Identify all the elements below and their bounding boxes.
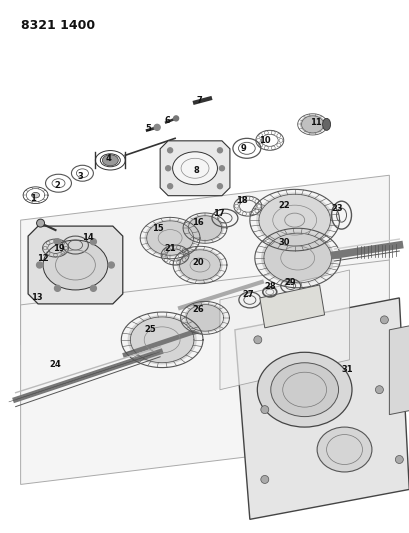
Text: 15: 15 xyxy=(152,224,164,232)
Circle shape xyxy=(219,166,224,171)
Circle shape xyxy=(90,285,96,292)
Polygon shape xyxy=(145,220,195,256)
Text: 16: 16 xyxy=(192,217,203,227)
Circle shape xyxy=(54,285,61,292)
Polygon shape xyxy=(234,298,408,519)
Text: 31: 31 xyxy=(341,365,353,374)
Text: 10: 10 xyxy=(258,136,270,145)
Text: 29: 29 xyxy=(283,278,295,287)
Text: 30: 30 xyxy=(278,238,290,247)
Circle shape xyxy=(165,166,170,171)
Ellipse shape xyxy=(270,363,338,417)
Polygon shape xyxy=(219,270,348,390)
Ellipse shape xyxy=(172,152,217,185)
Circle shape xyxy=(394,456,402,464)
Circle shape xyxy=(173,116,178,121)
Circle shape xyxy=(108,262,114,268)
Polygon shape xyxy=(261,232,333,284)
Text: 24: 24 xyxy=(49,360,61,369)
Text: 22: 22 xyxy=(278,200,290,209)
Polygon shape xyxy=(178,249,221,281)
Text: 21: 21 xyxy=(164,244,175,253)
Circle shape xyxy=(54,239,61,245)
Circle shape xyxy=(375,386,382,394)
Text: 27: 27 xyxy=(241,290,253,300)
Text: 17: 17 xyxy=(213,208,224,217)
Polygon shape xyxy=(184,304,225,332)
Text: 19: 19 xyxy=(53,244,64,253)
Text: 26: 26 xyxy=(192,305,203,314)
Circle shape xyxy=(217,148,222,153)
Polygon shape xyxy=(259,285,324,328)
Circle shape xyxy=(36,219,45,227)
Text: 18: 18 xyxy=(236,196,247,205)
Ellipse shape xyxy=(316,427,371,472)
Circle shape xyxy=(217,184,222,189)
Polygon shape xyxy=(160,141,229,196)
Polygon shape xyxy=(128,316,196,364)
Text: 1: 1 xyxy=(29,193,36,203)
Ellipse shape xyxy=(31,192,39,198)
Text: 4: 4 xyxy=(105,154,111,163)
Circle shape xyxy=(167,148,172,153)
Text: 9: 9 xyxy=(240,144,246,153)
Circle shape xyxy=(90,239,96,245)
Text: 5: 5 xyxy=(145,124,151,133)
Polygon shape xyxy=(187,215,222,241)
Circle shape xyxy=(260,475,268,483)
Text: 14: 14 xyxy=(82,232,94,241)
Circle shape xyxy=(167,184,172,189)
Polygon shape xyxy=(389,325,409,415)
Ellipse shape xyxy=(257,352,351,427)
Text: 8321 1400: 8321 1400 xyxy=(20,19,94,31)
Circle shape xyxy=(154,124,160,131)
Circle shape xyxy=(36,262,43,268)
Ellipse shape xyxy=(43,240,108,290)
Text: 3: 3 xyxy=(77,172,83,181)
Polygon shape xyxy=(300,116,324,133)
Polygon shape xyxy=(28,226,122,304)
Text: 25: 25 xyxy=(144,325,156,334)
Text: 7: 7 xyxy=(196,96,201,105)
Ellipse shape xyxy=(102,155,118,166)
Text: 11: 11 xyxy=(309,118,321,127)
Text: 13: 13 xyxy=(31,294,42,302)
Circle shape xyxy=(260,406,268,414)
Text: 23: 23 xyxy=(331,204,342,213)
Polygon shape xyxy=(256,193,332,247)
Text: 8: 8 xyxy=(193,166,198,175)
Text: 2: 2 xyxy=(54,181,60,190)
Polygon shape xyxy=(20,175,389,345)
Text: 6: 6 xyxy=(164,116,170,125)
Circle shape xyxy=(253,336,261,344)
Text: 20: 20 xyxy=(192,257,203,266)
Ellipse shape xyxy=(322,118,330,131)
Text: 28: 28 xyxy=(263,282,275,292)
Circle shape xyxy=(380,316,387,324)
Polygon shape xyxy=(20,260,389,484)
Text: 12: 12 xyxy=(36,254,48,263)
